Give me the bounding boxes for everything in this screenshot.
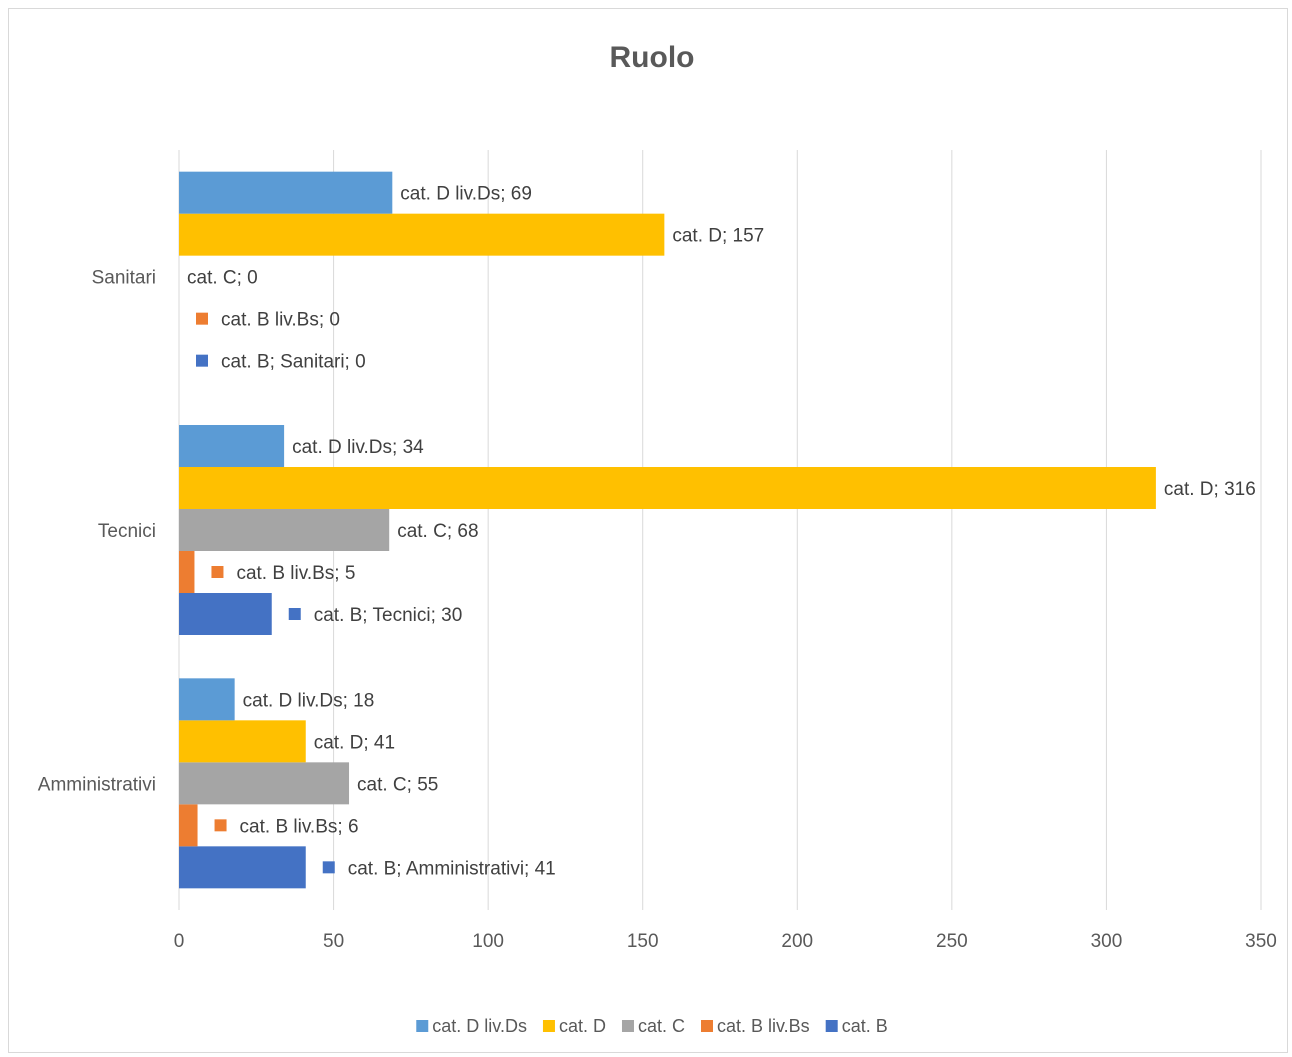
bar-cat-b-liv-bs: [179, 551, 195, 593]
y-category-label: Amministrativi: [38, 774, 156, 795]
x-tick-label: 350: [1245, 931, 1277, 952]
legend-key-cat-b-liv-bs: [700, 1020, 713, 1032]
legend-key-cat-c: [621, 1020, 634, 1032]
x-tick-label: 100: [472, 931, 504, 952]
data-label: cat. C; 68: [397, 521, 478, 542]
y-category-label: Tecnici: [98, 521, 156, 542]
bar-cat-b-liv-bs: [179, 804, 198, 847]
data-label: cat. D; 41: [314, 732, 395, 753]
x-tick-label: 200: [781, 931, 813, 952]
data-label: cat. D; 157: [672, 226, 764, 247]
y-axis-category-labels: Amministrativi Tecnici Sanitari: [38, 268, 156, 796]
legend-label: cat. C: [638, 1016, 685, 1036]
bar-cat-d-liv-ds: [179, 171, 393, 214]
label-legend-key: [196, 312, 208, 325]
y-category-label: Sanitari: [92, 268, 156, 289]
label-legend-key: [211, 566, 224, 578]
data-label: cat. D liv.Ds; 69: [400, 184, 532, 205]
bar-cat-d: [179, 720, 306, 763]
data-label: cat. C; 0: [187, 268, 258, 289]
x-tick-label: 0: [174, 931, 185, 952]
legend-label: cat. D liv.Ds: [432, 1016, 527, 1036]
bars: [179, 171, 1156, 889]
label-legend-key: [214, 819, 227, 832]
x-tick-label: 50: [323, 931, 344, 952]
data-labels: cat. B; Amministrativi; 41 cat. B liv.Bs;…: [187, 184, 1256, 880]
bar-cat-c: [179, 762, 350, 805]
x-tick-label: 250: [936, 931, 968, 952]
label-legend-key: [196, 354, 208, 367]
data-label: cat. B liv.Bs; 6: [240, 816, 359, 837]
bar-cat-c: [179, 509, 390, 551]
bar-cat-d-liv-ds: [179, 425, 285, 467]
data-label: cat. B; Amministrativi; 41: [348, 858, 556, 879]
label-legend-key: [288, 608, 301, 620]
x-tick-label: 300: [1091, 931, 1123, 952]
legend-label: cat. B liv.Bs: [717, 1016, 810, 1036]
bar-cat-b: [179, 593, 272, 635]
x-tick-label: 150: [627, 931, 659, 952]
data-label: cat. D liv.Ds; 34: [292, 437, 424, 458]
label-legend-key: [322, 861, 335, 874]
legend: cat. D liv.Ds cat. D cat. C cat. B liv.Bs ca…: [416, 1016, 888, 1036]
legend-label: cat. B: [842, 1016, 888, 1036]
legend-key-cat-d: [542, 1020, 555, 1032]
data-label: cat. B; Sanitari; 0: [221, 352, 366, 373]
data-label: cat. D; 316: [1164, 479, 1256, 500]
legend-label: cat. D: [559, 1016, 606, 1036]
data-label: cat. B liv.Bs; 0: [221, 310, 340, 331]
bar-cat-b: [179, 846, 306, 889]
legend-key-cat-d-liv-ds: [416, 1020, 429, 1032]
bar-cat-d: [179, 467, 1156, 509]
data-label: cat. D liv.Ds; 18: [243, 690, 375, 711]
bar-cat-d-liv-ds: [179, 678, 235, 721]
chart-title: Ruolo: [610, 41, 695, 74]
data-label: cat. B liv.Bs; 5: [236, 563, 355, 584]
bar-cat-d: [179, 213, 665, 256]
x-axis-tick-labels: 0 50 100 150 200 250 300 350: [174, 931, 1277, 952]
legend-key-cat-b: [825, 1020, 838, 1032]
data-label: cat. B; Tecnici; 30: [314, 605, 463, 626]
data-label: cat. C; 55: [357, 774, 438, 795]
